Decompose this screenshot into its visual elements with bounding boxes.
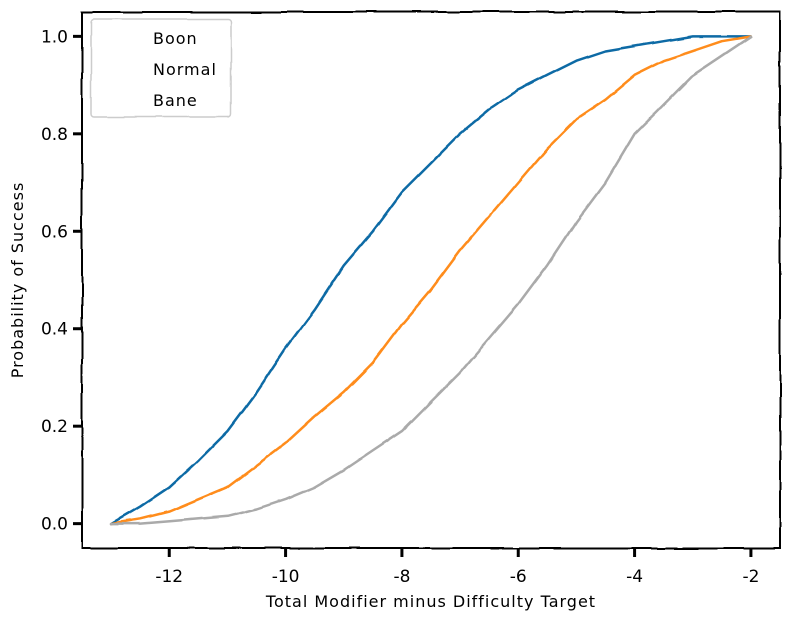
x-axis-ticks: -12 -10 -8 -6 -4 -2: [155, 548, 759, 587]
series-line-bane: [109, 35, 753, 525]
x-tick-label: -2: [742, 567, 759, 587]
x-tick-label: -6: [510, 567, 527, 587]
y-axis-ticks: 0.0 0.2 0.4 0.6 0.8 1.0: [41, 27, 82, 535]
series-lines: [109, 35, 753, 525]
y-axis-label: Probability of Success: [8, 182, 27, 379]
legend: Boon Normal Bane: [90, 18, 232, 118]
y-tick-label: 0.0: [41, 515, 68, 535]
x-axis-label: Total Modifier minus Difficulty Target: [265, 592, 596, 611]
legend-label-normal: Normal: [153, 60, 217, 79]
y-tick-label: 0.2: [41, 417, 68, 437]
y-tick-label: 0.8: [41, 125, 68, 145]
x-tick-label: -10: [272, 567, 300, 587]
legend-box: [90, 18, 232, 118]
y-tick-label: 0.6: [41, 222, 68, 242]
x-tick-label: -8: [393, 567, 410, 587]
x-tick-label: -12: [155, 567, 183, 587]
series-line-normal: [109, 35, 753, 525]
series-line-boon: [109, 35, 753, 525]
y-tick-label: 0.4: [41, 320, 68, 340]
legend-label-boon: Boon: [153, 29, 198, 48]
legend-label-bane: Bane: [153, 91, 198, 110]
x-tick-label: -4: [626, 567, 643, 587]
y-tick-label: 1.0: [41, 27, 68, 47]
